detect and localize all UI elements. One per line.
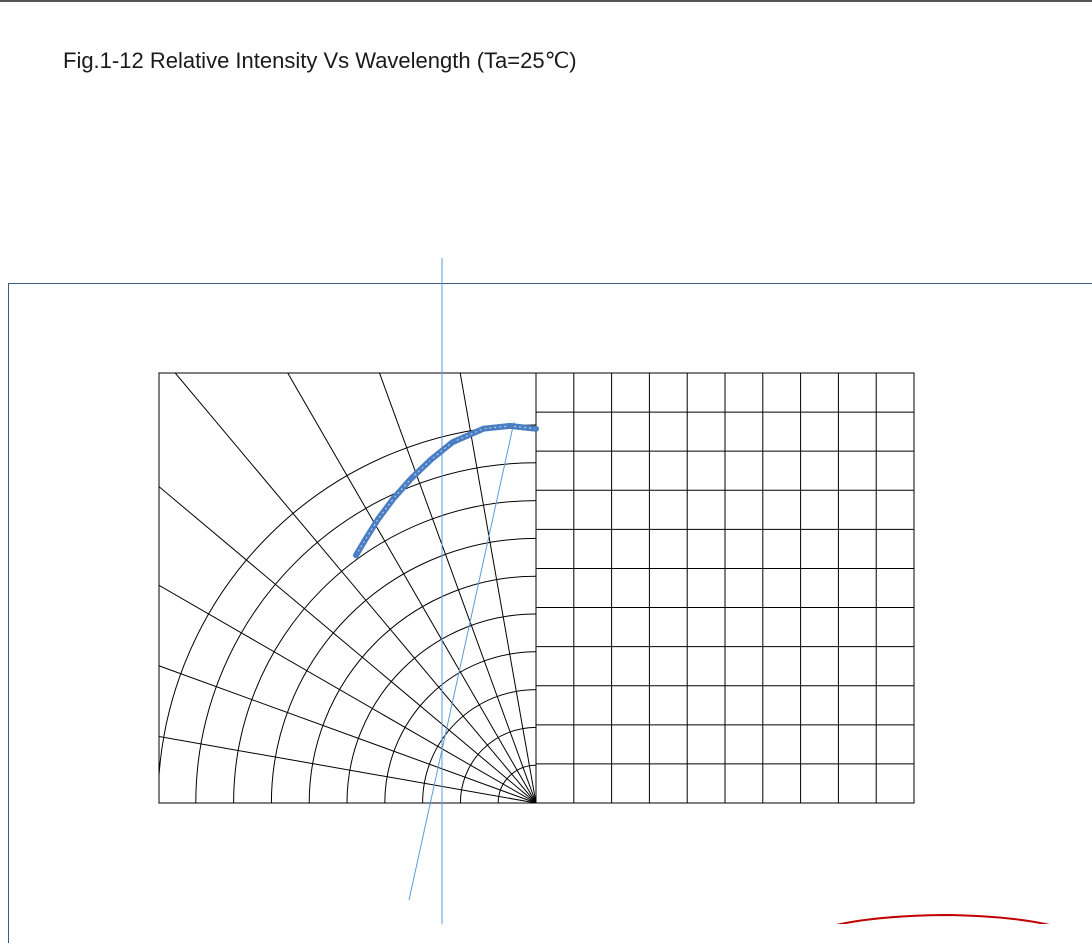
series [353,422,539,559]
red-arc [836,913,1050,924]
polar-ring [346,613,537,803]
curve-point [481,427,485,431]
radial-line [159,584,537,803]
intensity-curve-highlight [355,425,537,556]
radial-line [159,736,537,803]
radial-line [159,486,537,803]
curve-point [508,424,512,428]
figure-caption: Fig.1-12 Relative Intensity Vs Wavelengt… [63,48,577,73]
curve-point [376,517,380,521]
grid [159,373,914,803]
polar-ring [270,537,537,803]
polar-ring [159,424,537,785]
curve-point [354,553,358,557]
polar-ring [384,651,537,803]
highlight [836,913,1050,924]
top-rule [0,0,1092,2]
polar-ring [233,500,537,803]
curve-point [392,496,396,500]
curve-point [451,440,455,444]
guide-lines [408,258,515,924]
curve-point [429,458,433,462]
radial-line [287,373,537,803]
radial-line [174,373,537,803]
curve-point [363,538,367,542]
polar-ring [308,575,537,803]
polar-ring [422,689,537,803]
diagonal-guide-line [408,421,515,901]
figure-frame [8,283,1092,943]
radial-line [459,373,537,803]
curve-point [409,476,413,480]
radial-line [159,665,537,803]
radial-line [378,373,537,803]
polar-ring [459,726,537,803]
polar-ring [195,462,537,803]
curve-point [534,427,538,431]
polar-intensity-chart [158,258,1050,924]
